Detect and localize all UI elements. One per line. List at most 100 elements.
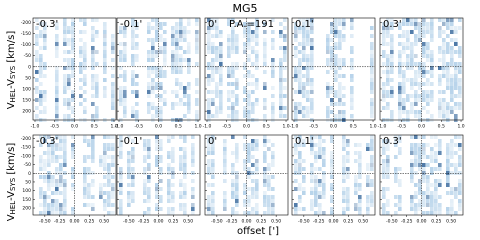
texture [314, 211, 318, 215]
texture [438, 74, 442, 78]
texture [370, 66, 374, 70]
texture [402, 106, 406, 110]
x-tick-label: -0.5 [134, 124, 143, 130]
texture [382, 203, 386, 207]
texture [211, 46, 215, 50]
texture [63, 90, 67, 94]
texture [418, 74, 422, 78]
texture [63, 183, 67, 187]
texture [414, 94, 418, 98]
texture [263, 135, 267, 139]
texture [103, 38, 107, 42]
texture [418, 191, 422, 195]
texture [314, 203, 318, 207]
texture [207, 102, 211, 106]
texture [151, 46, 155, 50]
texture [382, 94, 386, 98]
texture [215, 54, 219, 58]
texture [255, 183, 259, 187]
texture [131, 175, 135, 179]
texture [422, 42, 426, 46]
texture [215, 58, 219, 62]
texture [143, 211, 147, 215]
texture [55, 74, 59, 78]
texture [310, 30, 314, 34]
texture [263, 211, 267, 215]
texture [426, 90, 430, 94]
texture [414, 26, 418, 30]
texture [91, 183, 95, 187]
texture [71, 143, 75, 147]
texture [382, 191, 386, 195]
texture [370, 70, 374, 74]
texture [310, 98, 314, 102]
texture [446, 110, 450, 114]
texture [370, 203, 374, 207]
texture [263, 167, 267, 171]
texture [251, 163, 255, 167]
texture [191, 195, 195, 199]
texture [103, 22, 107, 26]
y-tick-label: 200 [22, 206, 31, 212]
texture [414, 163, 418, 167]
texture [247, 143, 251, 147]
texture [91, 74, 95, 78]
texture [430, 155, 434, 159]
x-tick-label: -0.5 [222, 124, 231, 130]
texture [103, 86, 107, 90]
texture [302, 167, 306, 171]
texture [91, 159, 95, 163]
texture [438, 30, 442, 34]
texture [187, 58, 191, 62]
x-tick-label: 0.50 [446, 219, 456, 225]
texture [298, 110, 302, 114]
texture [310, 199, 314, 203]
texture [306, 74, 310, 78]
texture [434, 211, 438, 215]
panel-label: 0.3' [383, 19, 402, 30]
texture [398, 50, 402, 54]
texture [211, 163, 215, 167]
texture [251, 195, 255, 199]
texture [231, 42, 235, 46]
texture [143, 191, 147, 195]
texture [338, 98, 342, 102]
texture [119, 50, 123, 54]
texture [219, 66, 223, 70]
texture [151, 50, 155, 54]
texture [271, 143, 275, 147]
texture [135, 114, 139, 118]
texture [179, 179, 183, 183]
texture [231, 195, 235, 199]
texture [235, 42, 239, 46]
texture [306, 82, 310, 86]
texture [131, 179, 135, 183]
texture [67, 98, 71, 102]
texture [446, 106, 450, 110]
texture [418, 94, 422, 98]
texture [243, 50, 247, 54]
texture [358, 175, 362, 179]
texture [386, 90, 390, 94]
texture [430, 98, 434, 102]
texture [147, 175, 151, 179]
texture [330, 159, 334, 163]
texture [370, 82, 374, 86]
texture [71, 66, 75, 70]
texture [294, 147, 298, 151]
texture [271, 70, 275, 74]
texture [354, 175, 358, 179]
texture [191, 211, 195, 215]
texture [458, 46, 462, 50]
texture [342, 167, 346, 171]
texture [370, 114, 374, 118]
texture [119, 175, 123, 179]
texture [338, 38, 342, 42]
texture [314, 143, 318, 147]
texture [183, 211, 187, 215]
texture [59, 139, 63, 143]
texture [91, 207, 95, 211]
texture [155, 86, 159, 90]
y-label-part: SYS [9, 177, 17, 191]
texture [390, 110, 394, 114]
